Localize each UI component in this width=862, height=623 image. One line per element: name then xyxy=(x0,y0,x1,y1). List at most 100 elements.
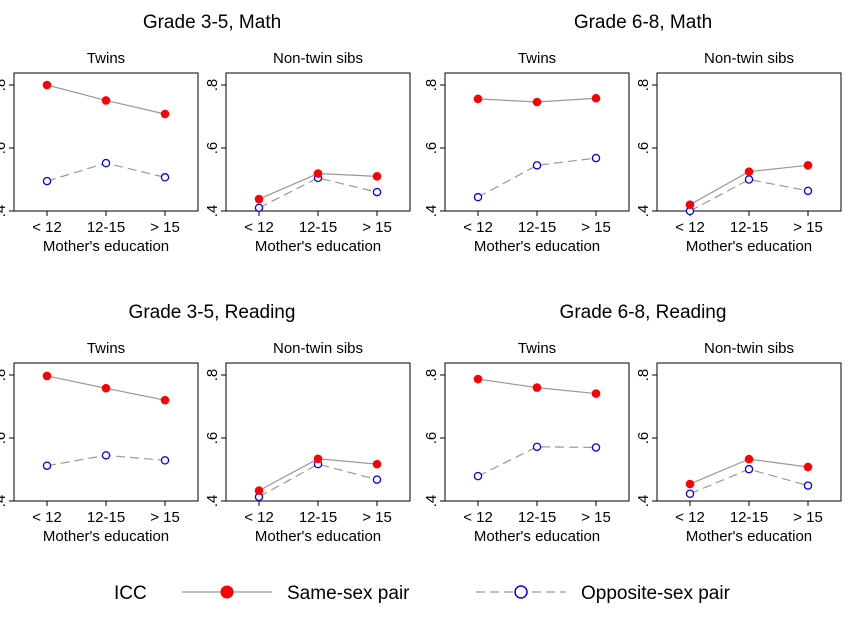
same-sex-point xyxy=(473,94,483,104)
y-tick-label: .4 xyxy=(0,205,9,218)
x-tick-label: > 15 xyxy=(793,219,823,236)
y-tick-label: .8 xyxy=(635,79,652,92)
opposite-sex-point xyxy=(685,489,695,499)
panel-title: Twins xyxy=(87,340,125,357)
legend-opposite-label: Opposite-sex pair xyxy=(581,583,731,604)
opposite-sex-point xyxy=(254,203,264,213)
same-sex-point xyxy=(532,97,542,107)
plot-frame xyxy=(656,72,842,212)
group-title: Grade 6-8, Reading xyxy=(560,302,727,323)
y-tick-label: .4 xyxy=(0,495,9,508)
x-tick-label: < 12 xyxy=(32,509,62,526)
opposite-sex-line xyxy=(477,157,597,198)
x-tick-label: 12-15 xyxy=(87,509,125,526)
x-axis-title: Mother's education xyxy=(255,238,381,255)
opposite-sex-point xyxy=(591,443,601,452)
opposite-sex-point xyxy=(803,186,813,196)
same-sex-point xyxy=(160,109,170,119)
group-title: Grade 3-5, Reading xyxy=(129,302,296,323)
subplot-1-0: Twins .4 .6 .8 < 12 12-15 > 15 Mother's educati… xyxy=(423,50,630,255)
opposite-sex-point xyxy=(473,471,483,481)
opposite-sex-line xyxy=(477,446,597,477)
x-tick-label: 12-15 xyxy=(518,219,556,236)
subplot-0-0: Twins .4 .6 .8 < 12 12-15 > 15 Mother's educati… xyxy=(0,50,199,255)
same-sex-point xyxy=(591,389,601,398)
panel-title: Twins xyxy=(518,50,556,67)
legend: ICC Same-sex pair Opposite-sex pair xyxy=(114,583,731,604)
subplot-2-1: Non-twin sibs .4 .6 .8 < 12 12-15 > 15 Mother's… xyxy=(204,340,411,545)
same-sex-point xyxy=(254,194,264,204)
subplot-3-0: Twins .4 .6 .8 < 12 12-15 > 15 Mother's educati… xyxy=(423,340,630,545)
opposite-sex-point xyxy=(101,158,111,168)
opposite-sex-line xyxy=(689,178,809,212)
y-tick-label: .8 xyxy=(635,369,652,382)
y-tick-label: .6 xyxy=(0,142,9,155)
x-tick-label: < 12 xyxy=(463,509,493,526)
y-tick-label: .6 xyxy=(204,432,221,445)
x-tick-label: > 15 xyxy=(362,219,392,236)
same-sex-point xyxy=(42,80,52,90)
y-tick-label: .8 xyxy=(423,79,440,92)
x-axis-title: Mother's education xyxy=(43,528,169,545)
plot-frame xyxy=(444,72,630,212)
y-tick-label: .6 xyxy=(635,142,652,155)
y-tick-label: .8 xyxy=(0,369,9,382)
x-tick-label: > 15 xyxy=(793,509,823,526)
x-tick-label: < 12 xyxy=(244,509,274,526)
panel-title: Non-twin sibs xyxy=(704,340,794,357)
same-sex-point xyxy=(685,479,695,489)
y-tick-label: .6 xyxy=(423,142,440,155)
panel-group-0: Grade 3-5, Math Twins .4 .6 .8 < 12 12-15 > 15 M… xyxy=(0,12,411,255)
x-axis-title: Mother's education xyxy=(43,238,169,255)
same-sex-point xyxy=(591,93,601,103)
opposite-sex-point xyxy=(42,461,52,470)
same-sex-point xyxy=(532,383,542,392)
x-tick-label: 12-15 xyxy=(730,509,768,526)
opposite-sex-point xyxy=(372,475,382,484)
plot-frame xyxy=(13,362,199,502)
same-sex-point xyxy=(744,167,754,176)
same-sex-point xyxy=(101,96,111,105)
x-axis-title: Mother's education xyxy=(474,238,600,255)
legend-same-marker xyxy=(220,585,234,599)
same-sex-point xyxy=(313,169,323,178)
x-tick-label: > 15 xyxy=(581,509,611,526)
y-tick-label: .6 xyxy=(635,432,652,445)
same-sex-point xyxy=(473,374,483,384)
x-tick-label: > 15 xyxy=(150,219,180,236)
x-axis-title: Mother's education xyxy=(255,528,381,545)
panel-title: Twins xyxy=(518,340,556,357)
x-tick-label: 12-15 xyxy=(730,219,768,236)
y-tick-label: .8 xyxy=(423,369,440,382)
x-tick-label: > 15 xyxy=(581,219,611,236)
opposite-sex-point xyxy=(42,176,52,186)
y-tick-label: .4 xyxy=(423,205,440,218)
panel-title: Non-twin sibs xyxy=(704,50,794,67)
y-tick-label: .4 xyxy=(635,205,652,218)
same-sex-point xyxy=(101,383,111,393)
opposite-sex-point xyxy=(803,481,813,490)
same-sex-point xyxy=(744,454,754,464)
same-sex-point xyxy=(372,459,382,469)
same-sex-point xyxy=(685,200,695,209)
y-tick-label: .8 xyxy=(204,79,221,92)
opposite-sex-point xyxy=(532,161,542,170)
y-tick-label: .8 xyxy=(204,369,221,382)
panel-title: Non-twin sibs xyxy=(273,340,363,357)
group-title: Grade 6-8, Math xyxy=(574,12,712,33)
opposite-sex-point xyxy=(160,173,170,182)
y-tick-label: .6 xyxy=(423,432,440,445)
opposite-sex-point xyxy=(532,442,542,452)
x-tick-label: < 12 xyxy=(675,509,705,526)
same-sex-point xyxy=(254,486,264,495)
plot-frame xyxy=(225,362,411,502)
same-sex-point xyxy=(160,395,170,405)
y-tick-label: .6 xyxy=(0,432,9,445)
panel-title: Twins xyxy=(87,50,125,67)
x-tick-label: > 15 xyxy=(362,509,392,526)
x-tick-label: 12-15 xyxy=(518,509,556,526)
x-tick-label: < 12 xyxy=(32,219,62,236)
